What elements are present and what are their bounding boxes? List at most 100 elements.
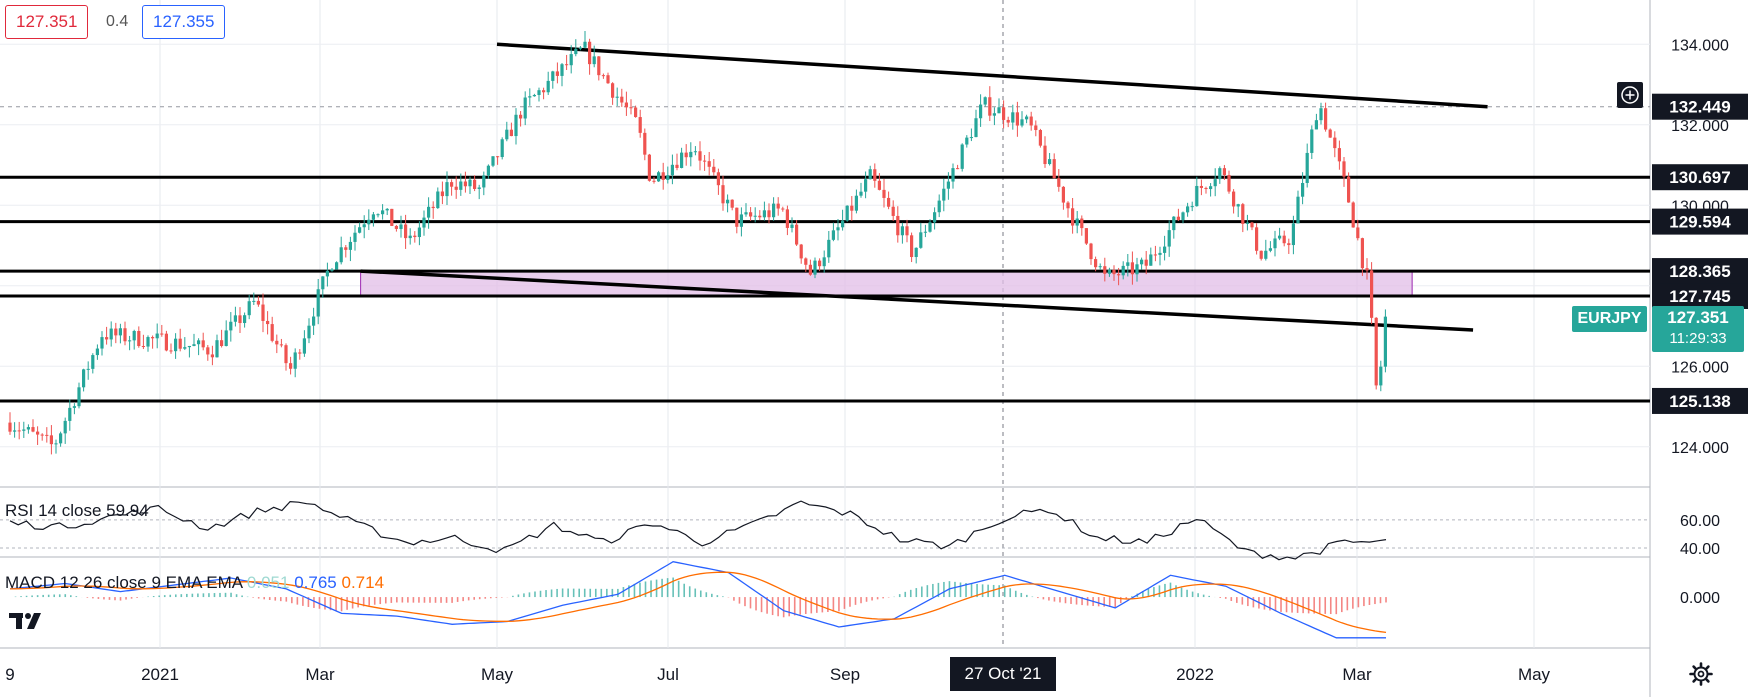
trendline [360, 269, 1474, 332]
add-alert-button[interactable] [1617, 82, 1643, 108]
candle-body [666, 175, 670, 180]
ask-price-box[interactable]: 127.355 [142, 5, 226, 39]
candle-body [1351, 202, 1355, 228]
candle-body [399, 224, 403, 229]
y-tick-label: 132.000 [1671, 118, 1729, 135]
candle-body [1057, 178, 1061, 187]
candle-body [1002, 107, 1006, 120]
candle-body [256, 300, 260, 305]
candle-body [187, 345, 191, 348]
candle-body [1098, 266, 1102, 268]
candle-body [68, 407, 72, 421]
rsi-params: 14 close [38, 501, 102, 520]
x-tick-label: 2021 [141, 665, 179, 684]
candle-body [919, 232, 923, 248]
candle-body [482, 175, 486, 188]
macd-legend[interactable]: MACD 12 26 close 9 EMA EMA 0.051 0.765 0… [5, 573, 384, 593]
candle-body [1347, 176, 1351, 203]
candle-body [206, 347, 210, 355]
candle-body [362, 224, 366, 228]
y-tick-label: 134.000 [1671, 37, 1729, 54]
candle-body [836, 227, 840, 231]
candle-body [201, 340, 205, 348]
rsi-legend[interactable]: RSI 14 close 59.94 [5, 501, 149, 521]
candle-body [790, 224, 794, 228]
candle-body [647, 154, 651, 181]
candle-body [882, 189, 886, 198]
candle-body [339, 247, 343, 263]
candle-body [1291, 223, 1295, 246]
candle-body [413, 235, 417, 238]
bid-price-box[interactable]: 127.351 [5, 5, 89, 39]
candle-body [1071, 208, 1075, 226]
candle-body [560, 64, 564, 76]
candle-body [634, 107, 638, 118]
candle-body [477, 187, 481, 189]
candle-body [91, 355, 95, 369]
candle-body [450, 182, 454, 187]
candle-body [675, 164, 679, 168]
settings-button[interactable] [1688, 661, 1714, 687]
candle-body [1011, 112, 1015, 123]
level-tag [1652, 283, 1748, 310]
candle-body [606, 75, 610, 84]
candle-body [335, 262, 339, 270]
level-tag-label: 132.449 [1669, 98, 1730, 117]
candle-body [178, 338, 182, 349]
candle-body [298, 352, 302, 354]
candle-body [670, 164, 674, 176]
candle-body [933, 212, 937, 223]
candle-body [427, 206, 431, 218]
candle-body [210, 354, 214, 358]
candle-body [358, 227, 362, 233]
candle-body [1365, 268, 1369, 271]
candle-body [26, 427, 30, 430]
macd-signal-value: 0.714 [341, 573, 385, 592]
candle-body [109, 328, 113, 340]
candle-body [818, 260, 822, 267]
candle-body [422, 217, 426, 228]
candle-body [174, 338, 178, 352]
candle-body [1245, 222, 1249, 224]
candle-body [505, 129, 509, 140]
candle-body [1314, 120, 1318, 130]
candle-body [1241, 204, 1245, 224]
candle-body [1140, 259, 1144, 265]
level-tag [1652, 258, 1748, 285]
candle-body [325, 270, 329, 277]
candle-body [795, 224, 799, 245]
candle-body [128, 340, 132, 342]
candle-body [63, 420, 67, 434]
candle-body [946, 181, 950, 189]
candle-body [1135, 264, 1139, 275]
macd-tick-label: 0.000 [1680, 590, 1720, 607]
tradingview-logo[interactable] [8, 604, 48, 636]
candle-body [680, 152, 684, 168]
candle-body [1204, 187, 1208, 190]
candle-body [1222, 168, 1226, 176]
candle-body [1195, 185, 1199, 207]
candle-body [873, 169, 877, 181]
candle-body [1383, 316, 1387, 367]
candle-body [781, 208, 785, 210]
level-tag-label: 128.365 [1669, 262, 1730, 281]
rsi-line [9, 500, 1387, 561]
current-price-tag: 127.351 11:29:33 [1652, 306, 1744, 352]
candle-body [974, 118, 978, 138]
candle-body [1227, 175, 1231, 192]
candle-body [307, 325, 311, 339]
candle-body [431, 206, 435, 209]
candle-body [923, 231, 927, 233]
candle-body [928, 222, 932, 232]
candle-body [132, 330, 136, 341]
symbol-badge: EURJPY [1572, 306, 1647, 332]
candle-body [864, 179, 868, 192]
candle-body [726, 199, 730, 204]
candle-body [82, 369, 86, 388]
candle-body [712, 166, 716, 173]
trendline [496, 42, 1488, 109]
candle-body [1172, 216, 1176, 231]
candle-body [744, 212, 748, 215]
candle-body [367, 219, 371, 225]
